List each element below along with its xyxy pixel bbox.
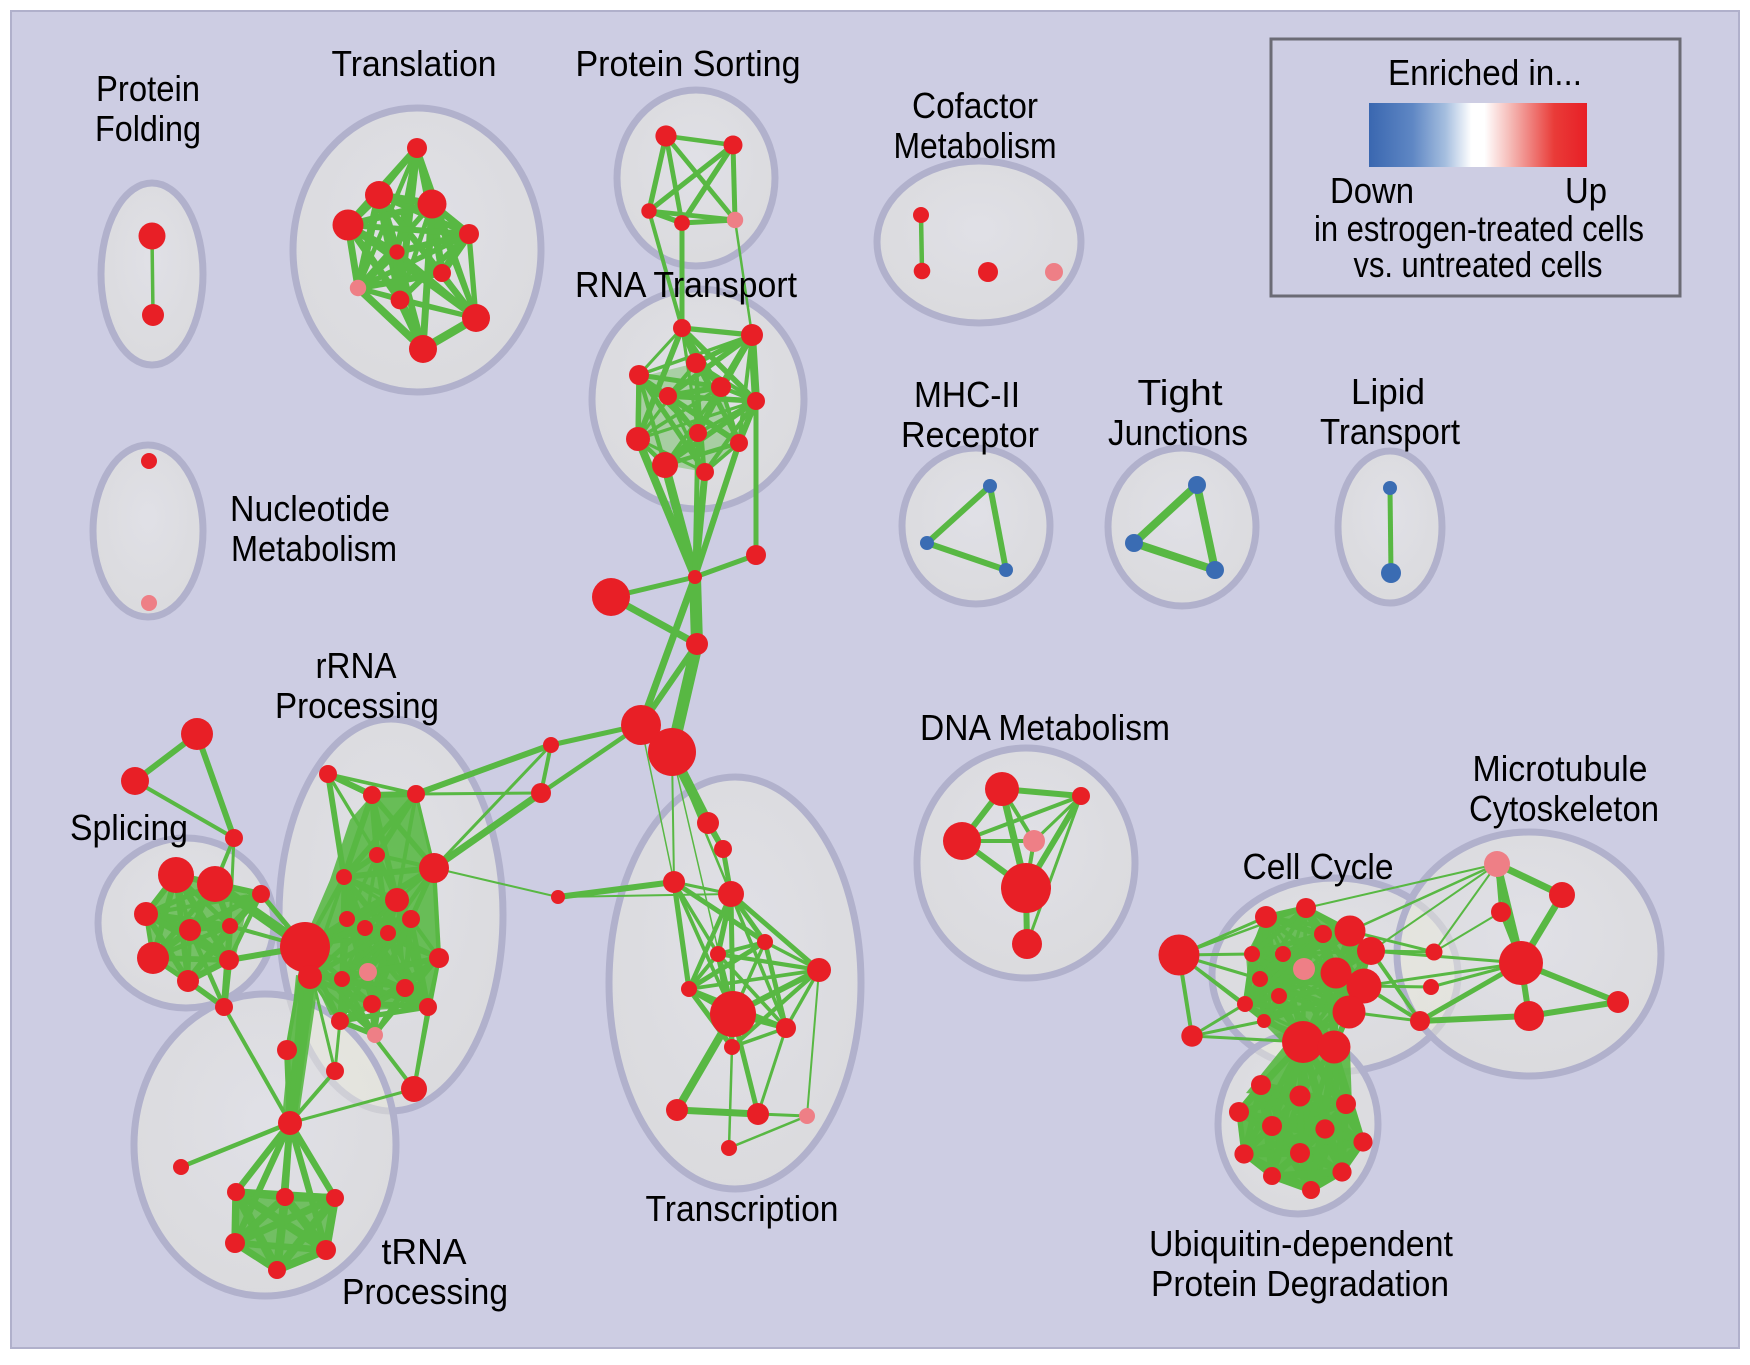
svg-text:Protein Sorting: Protein Sorting (576, 43, 801, 84)
svg-text:Microtubule: Microtubule (1473, 748, 1648, 789)
svg-text:Cofactor: Cofactor (912, 85, 1038, 126)
svg-text:Up: Up (1565, 170, 1607, 211)
svg-text:Nucleotide: Nucleotide (230, 488, 390, 529)
svg-text:Lipid: Lipid (1351, 371, 1425, 412)
svg-text:Transcription: Transcription (646, 1188, 839, 1229)
svg-text:Metabolism: Metabolism (231, 528, 397, 569)
svg-text:DNA Metabolism: DNA Metabolism (920, 707, 1170, 748)
svg-text:Transport: Transport (1320, 411, 1460, 452)
svg-text:MHC-II: MHC-II (914, 374, 1020, 415)
svg-text:Tight: Tight (1138, 372, 1223, 413)
svg-text:vs. untreated cells: vs. untreated cells (1354, 244, 1603, 285)
svg-text:RNA Transport: RNA Transport (575, 264, 797, 305)
svg-text:in estrogen-treated cells: in estrogen-treated cells (1314, 208, 1644, 249)
svg-text:Translation: Translation (332, 43, 497, 84)
svg-text:Down: Down (1330, 170, 1414, 211)
svg-text:Ubiquitin-dependent: Ubiquitin-dependent (1149, 1223, 1453, 1264)
svg-text:Junctions: Junctions (1108, 412, 1248, 453)
svg-text:Protein Degradation: Protein Degradation (1151, 1263, 1449, 1304)
svg-text:Metabolism: Metabolism (894, 125, 1057, 166)
svg-text:Processing: Processing (342, 1271, 508, 1312)
svg-text:Cytoskeleton: Cytoskeleton (1469, 788, 1659, 829)
svg-text:tRNA: tRNA (382, 1231, 467, 1272)
svg-text:Folding: Folding (95, 108, 201, 149)
svg-text:Protein: Protein (96, 68, 200, 109)
svg-text:Receptor: Receptor (901, 414, 1039, 455)
svg-text:Enriched in...: Enriched in... (1388, 52, 1582, 93)
svg-text:Cell Cycle: Cell Cycle (1243, 846, 1394, 887)
svg-text:Processing: Processing (275, 685, 439, 726)
svg-text:rRNA: rRNA (316, 645, 397, 686)
svg-text:Splicing: Splicing (70, 807, 188, 848)
